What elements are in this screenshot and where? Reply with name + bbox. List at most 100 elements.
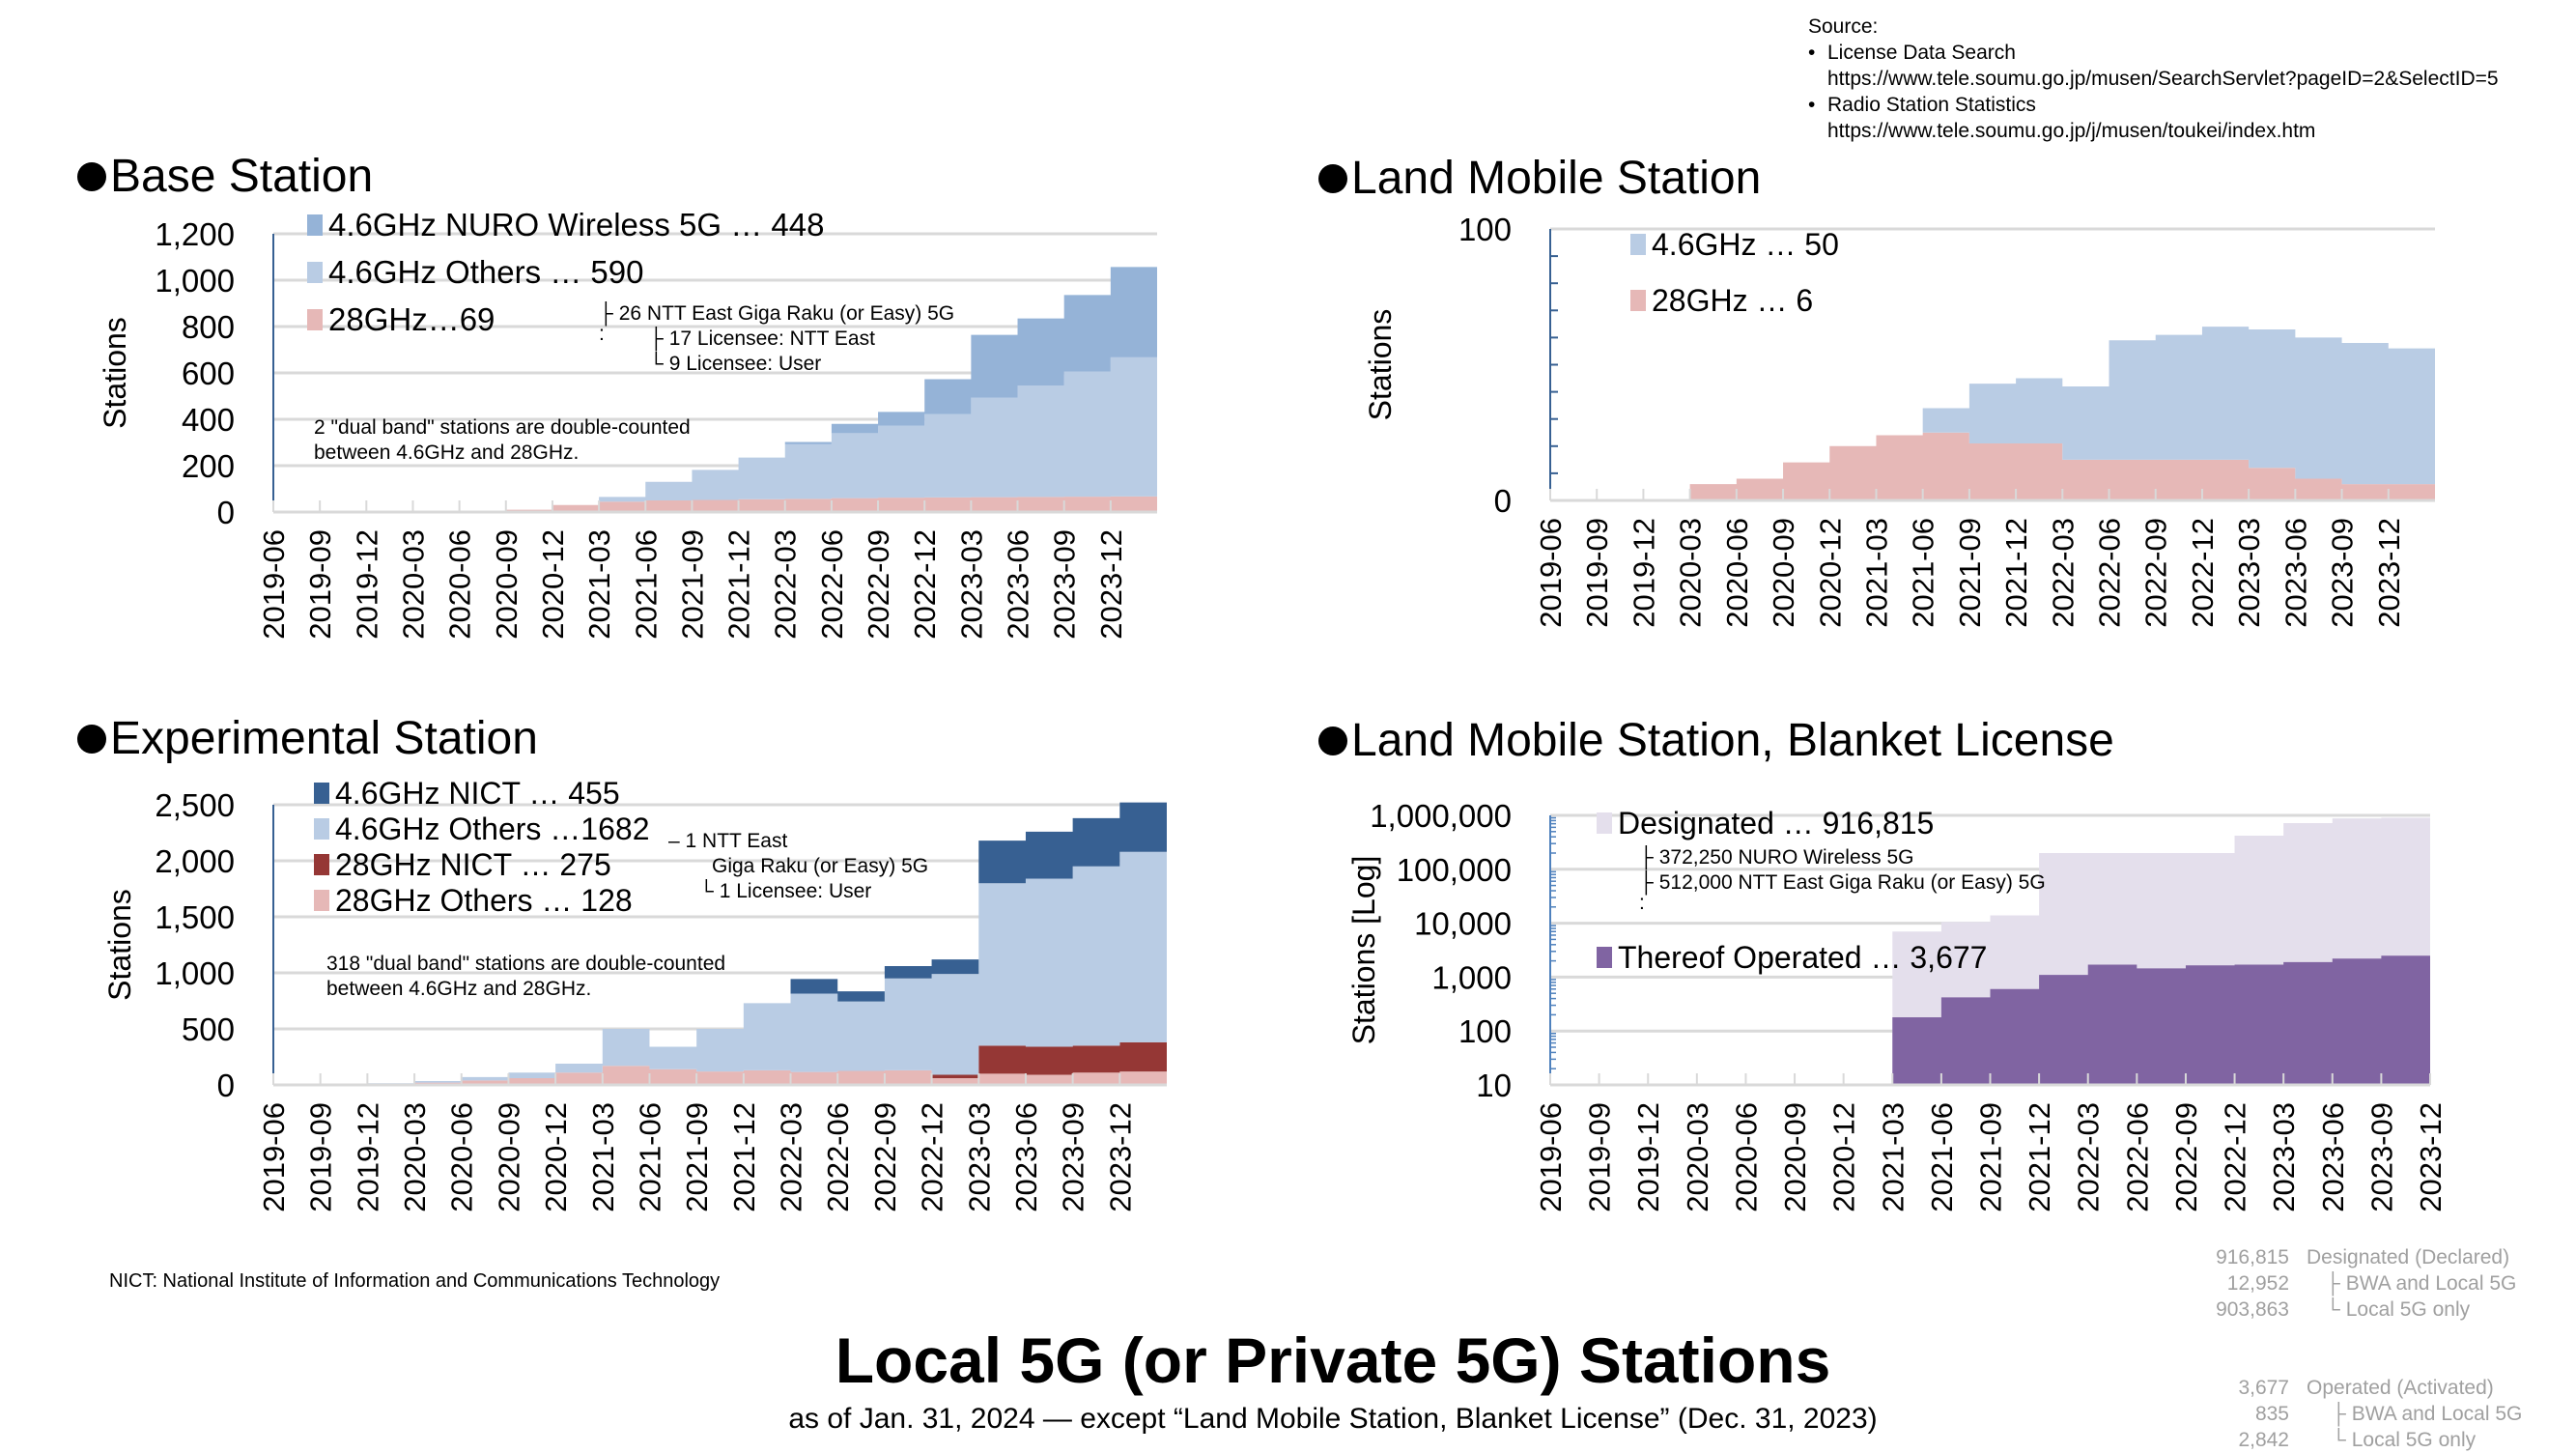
- stat-label: └ Local 5G only: [2326, 1298, 2471, 1321]
- y-tick-label: 200: [182, 448, 235, 484]
- legend-label: 4.6GHz … 50: [1652, 227, 1839, 262]
- x-tick-label: 2019-09: [1583, 1102, 1617, 1212]
- bullet-icon: [77, 724, 106, 754]
- legend-label: 28GHz…69: [328, 301, 495, 337]
- x-tick-label: 2019-06: [257, 1102, 291, 1212]
- legend-label: 4.6GHz Others …1682: [335, 812, 649, 846]
- legend-label: 28GHz Others … 128: [335, 883, 633, 918]
- x-tick-label: 2023-09: [2364, 1102, 2398, 1212]
- x-tick-label: 2019-12: [1627, 518, 1660, 628]
- bullet-icon: [77, 161, 106, 191]
- x-tick-label: 2020-03: [1674, 518, 1708, 628]
- bullet-icon: [1318, 163, 1347, 193]
- x-tick-label: 2019-06: [1534, 1102, 1568, 1212]
- x-tick-label: 2020-12: [536, 529, 570, 640]
- x-tick-label: 2022-06: [2120, 1102, 2154, 1212]
- stat-row: 916,815 Designated (Declared): [2183, 1244, 2522, 1270]
- stat-num: 835: [2254, 1403, 2289, 1425]
- section-title-text: Experimental Station: [110, 713, 538, 764]
- x-tick-label: 2021-09: [1953, 518, 1987, 628]
- x-tick-label: 2021-06: [1925, 1102, 1959, 1212]
- stat-num: 916,815: [2216, 1246, 2289, 1268]
- source-url[interactable]: https://www.tele.soumu.go.jp/j/musen/tou…: [1827, 120, 2316, 142]
- base-annotation-4: └ 9 Licensee: User: [649, 353, 822, 375]
- x-tick-label: 2023-03: [962, 1102, 996, 1212]
- x-tick-label: 2020-09: [1767, 518, 1800, 628]
- exp-annotation-3: └ 1 Licensee: User: [699, 880, 872, 902]
- x-tick-label: 2021-12: [722, 529, 756, 640]
- legend-label: 28GHz … 6: [1652, 283, 1813, 318]
- x-tick-label: 2020-09: [490, 529, 524, 640]
- x-tick-label: 2019-12: [1631, 1102, 1665, 1212]
- x-tick-label: 2023-06: [2316, 1102, 2350, 1212]
- y-tick-label: 1,000: [155, 955, 235, 991]
- y-axis-label: Stations: [98, 317, 132, 429]
- y-tick-label: 0: [217, 495, 235, 530]
- x-tick-label: 2023-12: [2414, 1102, 2448, 1212]
- x-tick-label: 2022-12: [916, 1102, 949, 1212]
- x-tick-label: 2022-09: [2169, 1102, 2203, 1212]
- x-tick-label: 2020-12: [1813, 518, 1847, 628]
- x-tick-label: 2021-09: [680, 1102, 714, 1212]
- y-tick-label: 500: [182, 1011, 235, 1047]
- legend-label: 4.6GHz Others … 590: [328, 254, 643, 290]
- base-annotation-2: :: [599, 323, 605, 345]
- source-url[interactable]: https://www.tele.soumu.go.jp/musen/Searc…: [1827, 68, 2499, 90]
- x-tick-label: 2022-12: [2219, 1102, 2252, 1212]
- blanket-annotation-2: ├ 512,000 NTT East Giga Raku (or Easy) 5…: [1639, 871, 2046, 894]
- y-tick-label: 100: [1458, 212, 1512, 247]
- stat-row: 3,677 Operated (Activated): [2183, 1375, 2522, 1401]
- area-series-1: [273, 356, 1157, 512]
- footnote: NICT: National Institute of Information …: [109, 1270, 721, 1292]
- source-label: License Data Search: [1827, 42, 2016, 64]
- area-series-3: [273, 800, 1167, 1085]
- source-block: Source: • License Data Search https://www…: [1808, 14, 2499, 144]
- x-tick-label: 2020-09: [1778, 1102, 1812, 1212]
- legend-label: 28GHz NICT … 275: [335, 847, 611, 882]
- section-title-text: Land Mobile Station, Blanket License: [1351, 715, 2114, 766]
- area-series-0: [273, 1066, 1167, 1085]
- y-tick-label: 0: [1494, 483, 1512, 519]
- area-series-0: [1550, 432, 2435, 500]
- stat-num: 3,677: [2238, 1377, 2289, 1399]
- x-tick-label: 2022-06: [821, 1102, 855, 1212]
- x-tick-label: 2023-06: [1009, 1102, 1043, 1212]
- x-tick-label: 2019-12: [350, 529, 383, 640]
- y-tick-label: 100,000: [1397, 852, 1512, 888]
- bullet-icon: [1318, 726, 1347, 755]
- blanket-annotation-1: ├ 372,250 NURO Wireless 5G: [1639, 846, 1914, 869]
- x-tick-label: 2023-12: [1094, 529, 1128, 640]
- y-tick-label: 400: [182, 402, 235, 438]
- x-tick-label: 2022-09: [868, 1102, 902, 1212]
- y-tick-label: 10,000: [1414, 906, 1512, 942]
- stat-label: ├ BWA and Local 5G: [2326, 1272, 2517, 1295]
- stat-label: Designated (Declared): [2307, 1246, 2510, 1268]
- source-label: Radio Station Statistics: [1827, 94, 2036, 116]
- x-tick-label: 2023-12: [2372, 518, 2406, 628]
- x-tick-label: 2020-12: [539, 1102, 573, 1212]
- x-tick-label: 2020-06: [445, 1102, 479, 1212]
- x-tick-label: 2022-06: [815, 529, 849, 640]
- stat-label: ├ BWA and Local 5G: [2332, 1403, 2523, 1425]
- base-annotation-1: ├ 26 NTT East Giga Raku (or Easy) 5G: [599, 302, 955, 325]
- x-tick-label: 2022-06: [2093, 518, 2127, 628]
- x-tick-label: 2021-03: [1876, 1102, 1910, 1212]
- x-tick-label: 2021-06: [633, 1102, 666, 1212]
- x-tick-label: 2022-09: [862, 529, 895, 640]
- x-tick-label: 2021-03: [586, 1102, 620, 1212]
- page-title: Local 5G (or Private 5G) Stations: [835, 1325, 1831, 1396]
- area-series-1: [273, 1040, 1167, 1085]
- stat-row: 903,863 └ Local 5G only: [2183, 1296, 2522, 1323]
- source-heading: Source:: [1808, 15, 1879, 38]
- area-series-1: [1550, 327, 2435, 500]
- x-tick-label: 2023-09: [1057, 1102, 1090, 1212]
- x-tick-label: 2021-03: [582, 529, 616, 640]
- base-annotation-6: between 4.6GHz and 28GHz.: [314, 442, 580, 464]
- x-tick-label: 2023-03: [2232, 518, 2266, 628]
- legend-label: Thereof Operated … 3,677: [1618, 940, 1987, 975]
- y-axis-label: Stations: [1363, 309, 1398, 421]
- legend-swatch: [314, 818, 329, 840]
- section-title-text: Base Station: [110, 151, 374, 202]
- blanket-annotation-3: :: [1639, 892, 1645, 914]
- stat-row: 12,952 ├ BWA and Local 5G: [2183, 1270, 2522, 1296]
